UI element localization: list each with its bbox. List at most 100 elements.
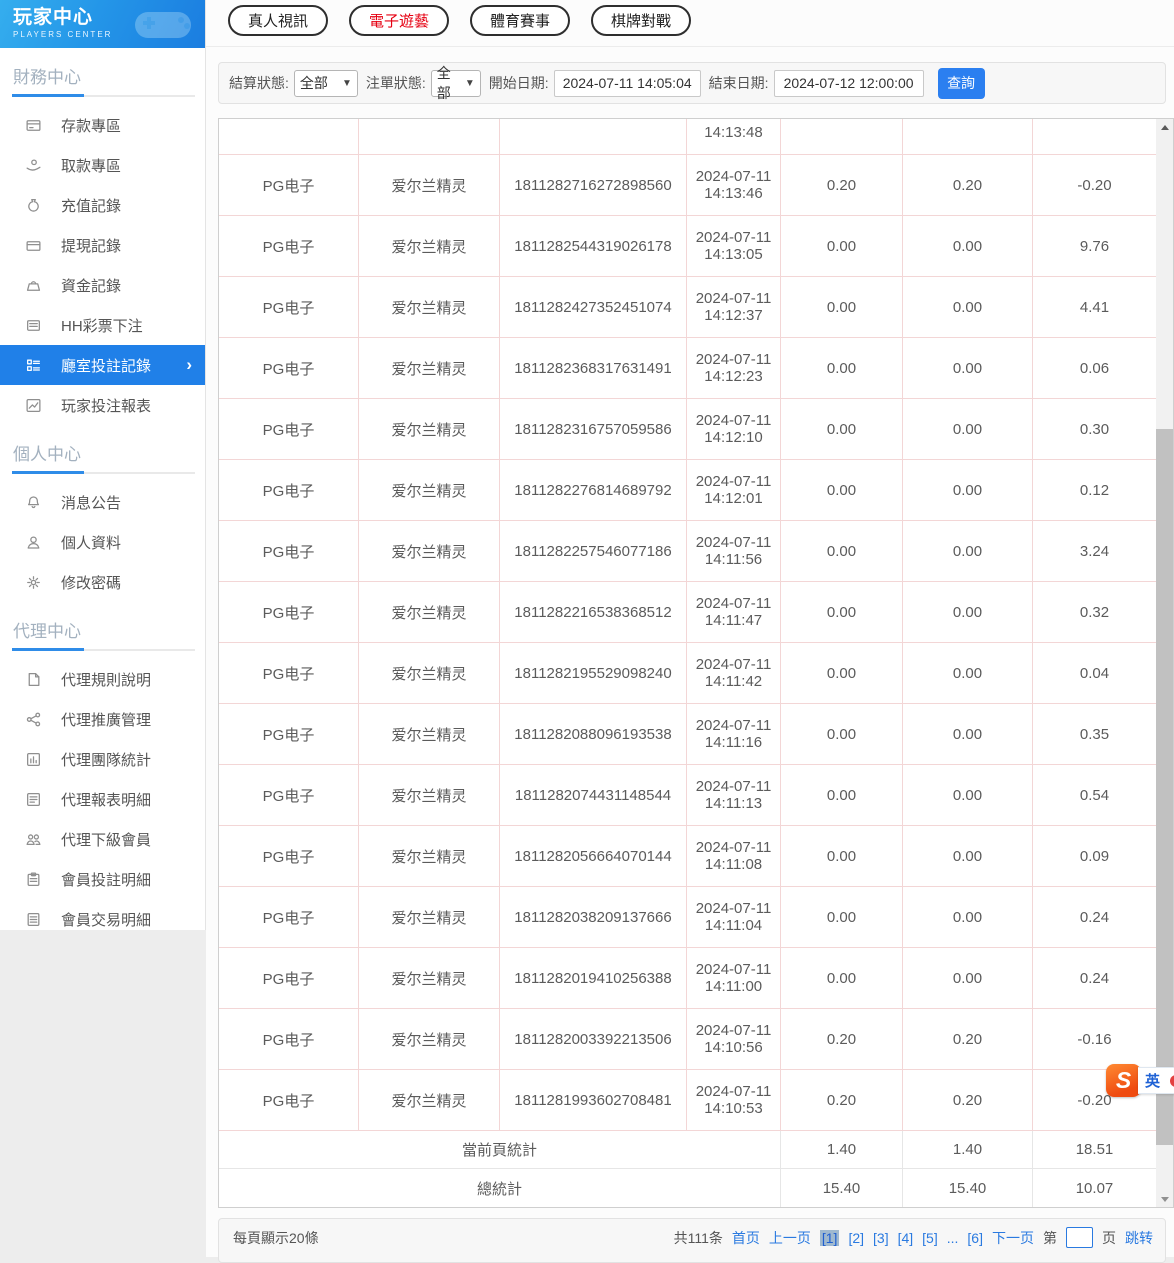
cell-valid-bet: 0.00 bbox=[903, 582, 1033, 643]
sidebar-item-member-bet-detail[interactable]: 會員投註明細 bbox=[0, 859, 205, 899]
main-content: 真人視訊 電子遊藝 體育賽事 棋牌對戰 結算狀態: 全部 ▼ 注單狀態: 全部 ▼ 開… bbox=[206, 0, 1174, 1263]
cell-order-id: 1811282276814689792 bbox=[500, 460, 687, 521]
sidebar-item-withdraw-hand[interactable]: 取款專區 bbox=[0, 145, 205, 185]
cell-bet: 0.00 bbox=[781, 582, 903, 643]
ime-mode-bar[interactable]: 英 bbox=[1138, 1067, 1174, 1094]
cell-bet: 0.20 bbox=[781, 1070, 903, 1131]
sogou-logo-icon[interactable]: S bbox=[1106, 1064, 1141, 1097]
cell-win-loss: 0.24 bbox=[1033, 948, 1156, 1009]
grand-total-label: 總統計 bbox=[219, 1169, 781, 1207]
scrollbar-thumb[interactable] bbox=[1156, 429, 1173, 1145]
cell-win-loss: 0.04 bbox=[1033, 643, 1156, 704]
tab-3[interactable]: 體育賽事 bbox=[470, 5, 571, 36]
jump-button[interactable]: 跳转 bbox=[1125, 1229, 1153, 1246]
cell-bet-time: 2024-07-11 14:11:00 bbox=[687, 948, 781, 1009]
sidebar-item-label: 個人資料 bbox=[61, 534, 122, 552]
cell-game: 爱尔兰精灵 bbox=[359, 521, 500, 582]
next-page-link[interactable]: 下一页 bbox=[992, 1229, 1034, 1246]
cell-order-id: 1811282257546077186 bbox=[500, 521, 687, 582]
sidebar-item-label: 廳室投註記錄 bbox=[61, 357, 152, 375]
sidebar-item-lottery-bet[interactable]: HH彩票下注 bbox=[0, 305, 205, 345]
page-total-valid-bet: 1.40 bbox=[903, 1131, 1033, 1169]
sidebar-item-agent-promo-share[interactable]: 代理推廣管理 bbox=[0, 699, 205, 739]
sidebar-item-agent-rules-doc[interactable]: 代理規則說明 bbox=[0, 659, 205, 699]
cell-game: 爱尔兰精灵 bbox=[359, 765, 500, 826]
tab-2[interactable]: 電子遊藝 bbox=[349, 5, 450, 36]
cell-platform: PG电子 bbox=[219, 704, 359, 765]
page-link[interactable]: [4] bbox=[897, 1229, 914, 1246]
tab-4[interactable]: 棋牌對戰 bbox=[591, 5, 692, 36]
settle-status-label: 結算狀態: bbox=[229, 75, 289, 91]
sidebar-item-profile-person[interactable]: 個人資料 bbox=[0, 522, 205, 562]
ime-indicator[interactable]: S 英 bbox=[1106, 1064, 1174, 1097]
prev-page-link[interactable]: 上一页 bbox=[768, 1229, 811, 1246]
table-row: PG电子 爱尔兰精灵 1811282368317631491 2024-07-11 14… bbox=[219, 338, 1156, 399]
cell-bet-time: 2024-07-11 14:10:56 bbox=[687, 1009, 781, 1070]
cell-win-loss: 0.30 bbox=[1033, 399, 1156, 460]
page-link[interactable]: [5] bbox=[922, 1229, 938, 1246]
sidebar-item-deposit-card[interactable]: 存款專區 bbox=[0, 105, 205, 145]
start-date-input[interactable] bbox=[553, 69, 701, 97]
cell-game: 爱尔兰精灵 bbox=[359, 1009, 500, 1070]
tab-1[interactable]: 真人視訊 bbox=[228, 5, 329, 36]
cell-valid-bet: 0.00 bbox=[903, 887, 1033, 948]
page-link[interactable]: ... bbox=[946, 1229, 959, 1246]
cell-bet: 0.00 bbox=[781, 643, 903, 704]
page-link-current[interactable]: [1] bbox=[819, 1229, 840, 1246]
cell-bet-time: 2024-07-11 14:12:37 bbox=[687, 277, 781, 338]
cell-platform: PG电子 bbox=[219, 1009, 359, 1070]
sidebar-item-funds-record[interactable]: 資金記錄 bbox=[0, 265, 205, 305]
funds-record-icon bbox=[25, 277, 42, 294]
cell-order-id: 1811282088096193538 bbox=[500, 704, 687, 765]
sidebar-item-label: 提現記錄 bbox=[61, 237, 122, 255]
end-date-input[interactable] bbox=[773, 69, 924, 97]
sidebar-item-member-trans-detail[interactable]: 會員交易明細 bbox=[0, 899, 205, 939]
ime-mode-english[interactable]: 英 bbox=[1145, 1073, 1161, 1090]
cell-game: 爱尔兰精灵 bbox=[359, 826, 500, 887]
sidebar-item-announcement-bell[interactable]: 消息公告 bbox=[0, 482, 205, 522]
withdraw-record-icon bbox=[25, 237, 42, 254]
sidebar-item-change-password-gear[interactable]: 修改密碼 bbox=[0, 562, 205, 602]
sidebar-item-player-bet-report[interactable]: 玩家投注報表 bbox=[0, 385, 205, 425]
page-link[interactable]: [3] bbox=[873, 1229, 889, 1246]
table-row: PG电子 爱尔兰精灵 1811282074431148544 2024-07-11 14… bbox=[219, 765, 1156, 826]
sidebar-item-agent-team-stats[interactable]: 代理團隊統計 bbox=[0, 739, 205, 779]
sidebar-item-agent-members-people[interactable]: 代理下級會員 bbox=[0, 819, 205, 859]
cell-game: 爱尔兰精灵 bbox=[359, 399, 500, 460]
chevron-right-icon: › bbox=[186, 355, 192, 374]
order-status-select[interactable]: 全部 ▼ bbox=[430, 65, 481, 101]
table-row: PG电子 爱尔兰精灵 1811282019410256388 2024-07-11 14… bbox=[219, 948, 1156, 1009]
jump-prefix: 第 bbox=[1043, 1229, 1057, 1246]
cell-bet: 0.20 bbox=[781, 155, 903, 216]
table-row: PG电子 爱尔兰精灵 1811282216538368512 2024-07-11 14… bbox=[219, 582, 1156, 643]
scroll-down-arrow-icon[interactable] bbox=[1156, 1191, 1173, 1207]
cell-bet-time: 2024-07-11 14:11:42 bbox=[687, 643, 781, 704]
cell-game: 爱尔兰精灵 bbox=[359, 155, 500, 216]
announcement-bell-icon bbox=[25, 494, 42, 511]
table-row: PG电子 爱尔兰精灵 1811282257546077186 2024-07-11 14… bbox=[219, 521, 1156, 582]
sidebar-item-agent-report-detail[interactable]: 代理報表明細 bbox=[0, 779, 205, 819]
cell-order-id: 1811282056664070144 bbox=[500, 826, 687, 887]
query-button[interactable]: 查詢 bbox=[937, 67, 985, 99]
table-row: PG电子 爱尔兰精灵 1811282056664070144 2024-07-11 14… bbox=[219, 826, 1156, 887]
table-row: PG电子 爱尔兰精灵 1811281993602708481 2024-07-11 14… bbox=[219, 1070, 1156, 1131]
cell-game: 爱尔兰精灵 bbox=[359, 277, 500, 338]
page-link[interactable]: [2] bbox=[848, 1229, 865, 1246]
cell-game: 爱尔兰精灵 bbox=[359, 460, 500, 521]
first-page-link[interactable]: 首页 bbox=[731, 1229, 760, 1246]
sidebar-item-recharge-record[interactable]: 充值記錄 bbox=[0, 185, 205, 225]
lottery-bet-icon bbox=[25, 317, 42, 334]
table-row: PG电子 爱尔兰精灵 1811282716272898560 2024-07-11 14… bbox=[219, 155, 1156, 216]
scroll-up-arrow-icon[interactable] bbox=[1156, 119, 1173, 135]
deposit-card-icon bbox=[25, 117, 42, 134]
cell-valid-bet: 0.20 bbox=[903, 1009, 1033, 1070]
sidebar-item-label: 代理下級會員 bbox=[61, 831, 152, 849]
page-link[interactable]: [6] bbox=[967, 1229, 983, 1246]
sidebar-item-room-bet-record[interactable]: 廳室投註記錄 › bbox=[0, 345, 205, 385]
sidebar-item-withdraw-record[interactable]: 提現記錄 bbox=[0, 225, 205, 265]
table-scrollbar[interactable] bbox=[1156, 119, 1173, 1207]
settle-status-select[interactable]: 全部 ▼ bbox=[293, 69, 358, 97]
page-jump-input[interactable] bbox=[1066, 1227, 1093, 1248]
page-total-row: 當前頁統計 1.40 1.40 18.51 bbox=[219, 1131, 1156, 1169]
ime-extra-icon[interactable] bbox=[1170, 1074, 1174, 1087]
